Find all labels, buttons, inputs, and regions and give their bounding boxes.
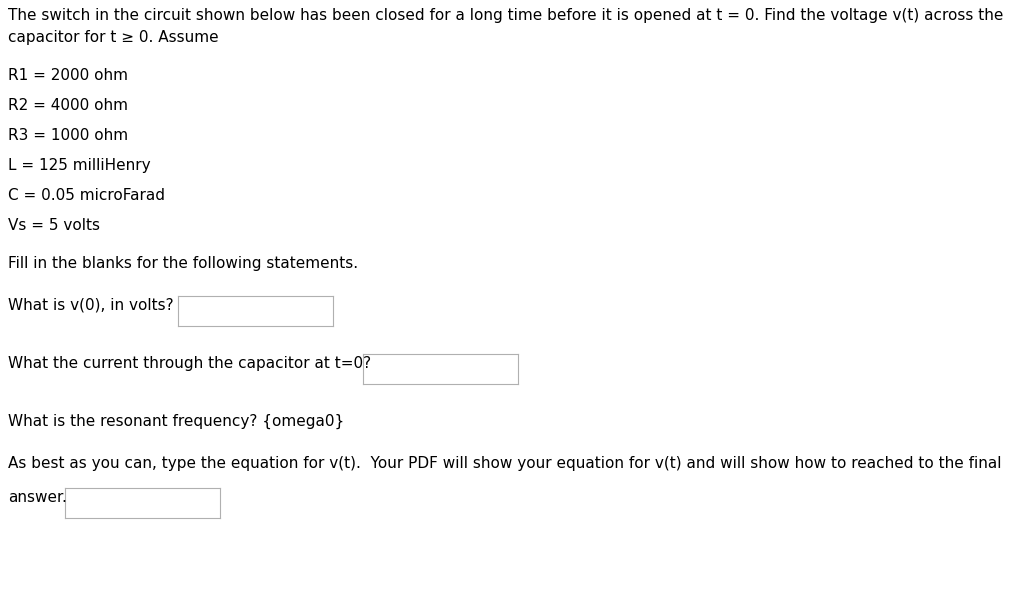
Text: C = 0.05 microFarad: C = 0.05 microFarad [8, 188, 165, 203]
Text: Vs = 5 volts: Vs = 5 volts [8, 218, 100, 233]
Text: R3 = 1000 ohm: R3 = 1000 ohm [8, 128, 128, 143]
Text: What is v(0), in volts?: What is v(0), in volts? [8, 298, 173, 313]
Text: answer.: answer. [8, 490, 67, 505]
Text: As best as you can, type the equation for v(t).  Your PDF will show your equatio: As best as you can, type the equation fo… [8, 456, 1001, 471]
Text: Fill in the blanks for the following statements.: Fill in the blanks for the following sta… [8, 256, 358, 271]
Text: R2 = 4000 ohm: R2 = 4000 ohm [8, 98, 128, 113]
Text: What is the resonant frequency? {omega0}: What is the resonant frequency? {omega0} [8, 414, 345, 429]
Text: The switch in the circuit shown below has been closed for a long time before it : The switch in the circuit shown below ha… [8, 8, 1003, 23]
Text: What the current through the capacitor at t=0?: What the current through the capacitor a… [8, 356, 372, 371]
Text: L = 125 milliHenry: L = 125 milliHenry [8, 158, 151, 173]
Text: R1 = 2000 ohm: R1 = 2000 ohm [8, 68, 128, 83]
Text: capacitor for t ≥ 0. Assume: capacitor for t ≥ 0. Assume [8, 30, 219, 45]
